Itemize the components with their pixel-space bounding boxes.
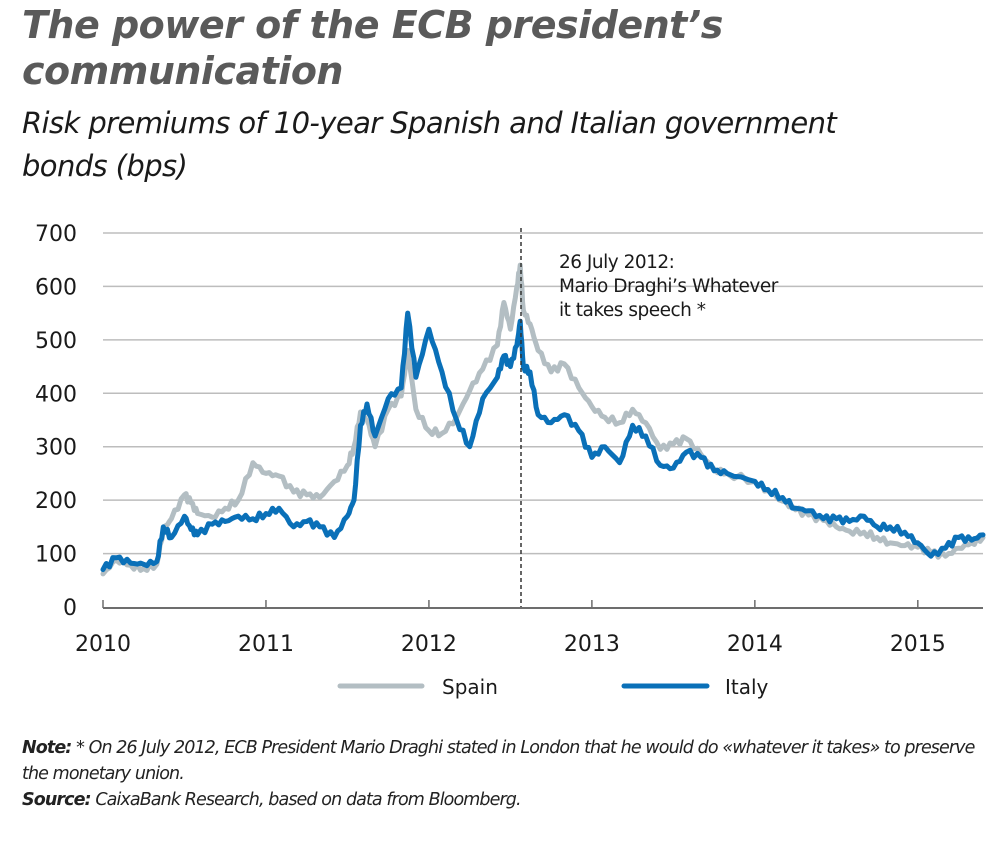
y-tick-label: 700 [35, 222, 77, 247]
legend: Spain Italy [337, 675, 769, 699]
gridlines [103, 232, 983, 555]
x-tick-label: 2014 [727, 632, 783, 657]
x-tick-label: 2010 [75, 632, 131, 657]
source-label: Source: [22, 790, 92, 810]
legend-label-italy: Italy [725, 675, 769, 699]
y-tick-label: 500 [35, 329, 77, 354]
y-tick-label: 0 [63, 596, 77, 621]
y-axis-tick-labels: 0 100 200 300 400 500 600 700 [35, 222, 77, 621]
x-axis: 2010 2011 2012 2013 2014 2015 [75, 600, 983, 657]
footnote: Note: * On 26 July 2012, ECB President M… [22, 735, 982, 813]
source-line: Source: CaixaBank Research, based on dat… [22, 787, 982, 813]
annotation-text-line: Mario Draghi’s Whatever [559, 276, 779, 297]
note-line: Note: * On 26 July 2012, ECB President M… [22, 735, 982, 787]
series-line-italy [100, 310, 986, 573]
source-text: CaixaBank Research, based on data from B… [90, 790, 521, 810]
annotation: 26 July 2012: Mario Draghi’s Whatever it t… [520, 228, 779, 607]
y-tick-label: 400 [35, 382, 77, 407]
chart-subtitle: Risk premiums of 10-year Spanish and Ita… [22, 106, 837, 183]
x-tick-label: 2013 [564, 632, 620, 657]
series-lines [100, 262, 986, 577]
y-tick-label: 600 [35, 275, 77, 300]
x-tick-label: 2015 [890, 632, 946, 657]
annotation-text-line: 26 July 2012: [559, 252, 674, 273]
y-tick-label: 100 [35, 543, 77, 568]
y-tick-label: 200 [35, 489, 77, 514]
y-tick-label: 300 [35, 436, 77, 461]
x-tick-label: 2012 [401, 632, 457, 657]
legend-label-spain: Spain [442, 675, 498, 699]
x-tick-label: 2011 [238, 632, 294, 657]
annotation-text-line: it takes speech * [559, 300, 706, 321]
note-label: Note: [22, 738, 72, 758]
note-text: * On 26 July 2012, ECB President Mario D… [22, 738, 975, 784]
chart-title: The power of the ECB president’s communi… [22, 3, 723, 93]
